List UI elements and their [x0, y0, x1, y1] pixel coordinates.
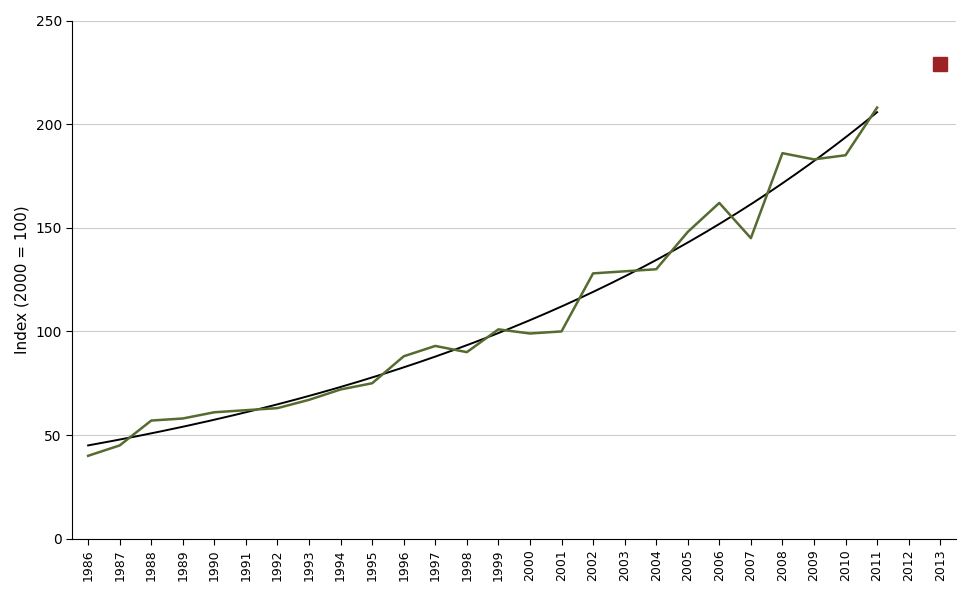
- Y-axis label: Index (2000 = 100): Index (2000 = 100): [15, 205, 30, 354]
